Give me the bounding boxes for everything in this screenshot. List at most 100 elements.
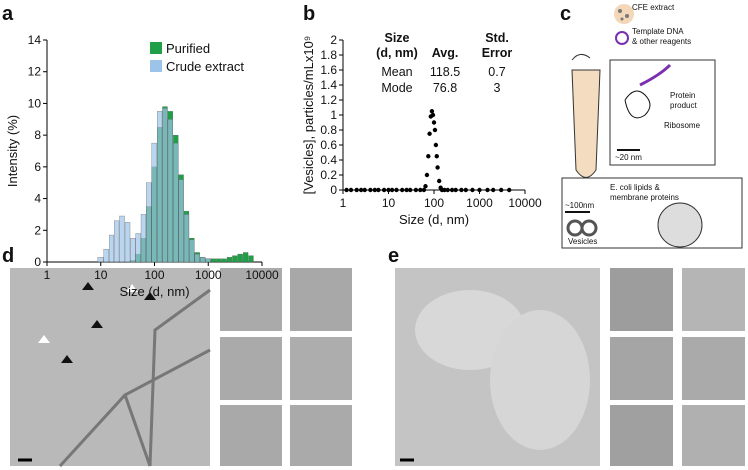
- bar: [237, 253, 243, 263]
- y-tick-label: 4: [34, 192, 41, 206]
- bar: [146, 182, 152, 263]
- bar: [151, 142, 157, 263]
- point: [418, 187, 423, 193]
- bar: [97, 257, 104, 263]
- label: & other reagents: [632, 37, 691, 46]
- bar: [248, 255, 254, 263]
- x-tick-label: 100: [424, 196, 444, 210]
- bar: [167, 119, 173, 263]
- table-cell: 118.5: [430, 65, 460, 79]
- y-axis-label: Intensity (%): [5, 115, 20, 187]
- label: E. coli lipids &: [610, 183, 660, 192]
- label: Vesicles: [568, 237, 597, 246]
- bar: [173, 142, 179, 263]
- point: [459, 187, 464, 193]
- point: [368, 187, 373, 193]
- y-tick-label: 10: [28, 96, 42, 110]
- panel-label: a: [2, 3, 14, 25]
- x-axis-label: Size (d, nm): [119, 284, 189, 299]
- table-header: (d, nm): [376, 46, 418, 60]
- tube: [571, 69, 601, 178]
- y-tick-label: 0.4: [320, 153, 337, 167]
- point: [394, 187, 399, 193]
- y-tick-label: 0.2: [320, 168, 337, 182]
- label: product: [670, 101, 697, 110]
- point: [381, 187, 387, 193]
- point: [426, 154, 431, 159]
- bar: [130, 238, 136, 263]
- point: [431, 120, 437, 125]
- point: [477, 187, 482, 193]
- bar: [210, 258, 216, 263]
- bar: [226, 257, 233, 263]
- table-header: Size: [384, 31, 409, 45]
- point: [449, 187, 455, 193]
- panel-label: d: [2, 245, 14, 267]
- point: [386, 187, 391, 193]
- y-tick-label: 0.6: [320, 138, 337, 152]
- point: [423, 184, 428, 189]
- label: Template DNA: [632, 27, 684, 36]
- point: [408, 187, 413, 193]
- x-tick-label: 10: [382, 196, 396, 210]
- bar: [109, 234, 114, 263]
- table-cell: Mean: [381, 65, 412, 79]
- table-cell: 3: [494, 81, 501, 95]
- panel-label: b: [303, 3, 315, 25]
- bar: [221, 258, 227, 263]
- bar: [162, 108, 168, 263]
- table-header: Std.: [485, 31, 509, 45]
- label: ~20 nm: [615, 153, 642, 162]
- panel-label: c: [560, 3, 571, 25]
- point: [354, 187, 359, 193]
- micrographs: [10, 268, 745, 470]
- bar: [205, 258, 211, 263]
- bar: [124, 222, 131, 263]
- point: [445, 187, 450, 193]
- point: [470, 187, 475, 193]
- y-tick-label: 2: [330, 33, 337, 47]
- y-tick-label: 1.8: [320, 48, 337, 62]
- ribosome: [624, 90, 651, 119]
- x-tick-label: 1: [340, 196, 347, 210]
- y-tick-label: 12: [28, 65, 42, 79]
- point: [421, 187, 427, 193]
- point: [436, 178, 442, 184]
- label: Ribosome: [664, 121, 701, 130]
- legend-label: Crude extract: [166, 59, 244, 74]
- x-tick-label: 10000: [508, 196, 542, 210]
- table-header: Avg.: [432, 46, 459, 60]
- point: [507, 187, 512, 193]
- point: [453, 187, 458, 193]
- bar: [243, 252, 249, 263]
- y-tick-label: 1.6: [320, 63, 337, 77]
- panel-label: e: [388, 245, 399, 267]
- point: [399, 187, 405, 193]
- legend-label: Purified: [166, 41, 210, 56]
- diagram: CFE extract Template DNA & other reagent…: [561, 3, 743, 249]
- x-tick-label: 1000: [466, 196, 493, 210]
- protein: [639, 63, 672, 87]
- y-tick-label: 8: [34, 128, 41, 142]
- legend-swatch: [150, 42, 162, 54]
- vesicle: [657, 202, 703, 248]
- x-tick-label: 10: [94, 268, 108, 282]
- point: [432, 127, 438, 133]
- extract-icon: [614, 4, 634, 24]
- legend-swatch: [150, 60, 162, 72]
- y-tick-label: 2: [34, 223, 41, 237]
- bar: [189, 239, 195, 263]
- y-tick-label: 1: [330, 108, 337, 122]
- bar: [119, 215, 125, 263]
- y-tick-label: 1.2: [320, 93, 337, 107]
- bar: [216, 258, 222, 263]
- bar: [103, 249, 109, 263]
- point: [376, 187, 381, 193]
- point: [344, 187, 349, 193]
- point: [490, 187, 496, 193]
- point: [358, 187, 364, 193]
- table-header: Error: [482, 46, 513, 60]
- bar: [200, 257, 206, 263]
- point: [463, 187, 469, 193]
- bar: [157, 111, 163, 263]
